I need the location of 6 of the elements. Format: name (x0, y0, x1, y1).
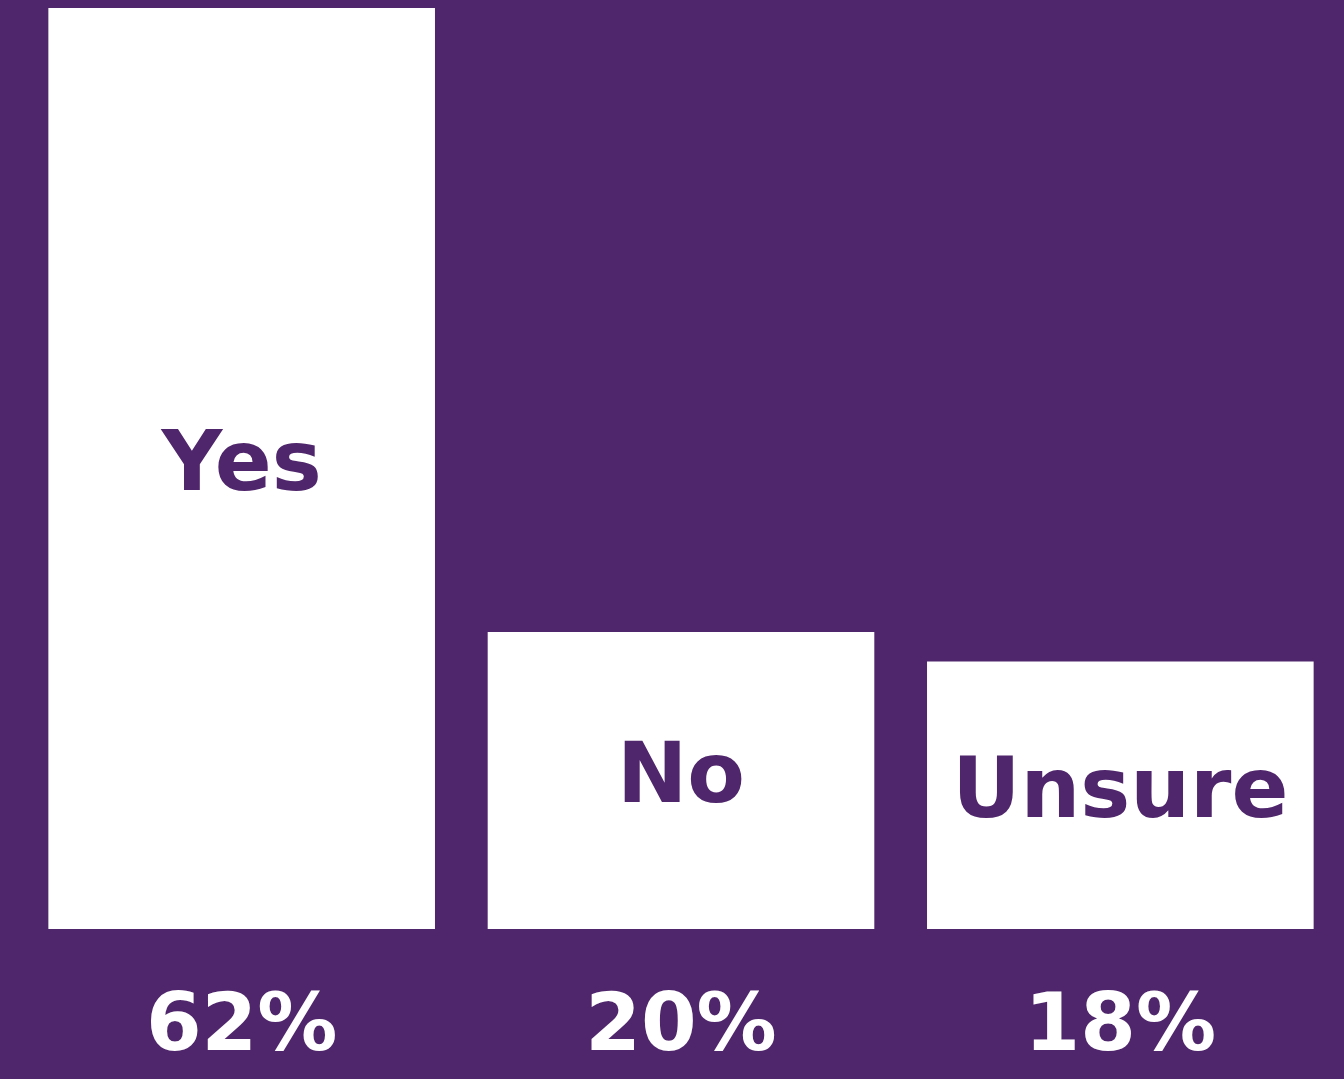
data-label: 18% (1024, 975, 1217, 1069)
data-label: 20% (585, 975, 777, 1069)
x-tick-label: Yes (160, 412, 322, 511)
x-tick-label: Unsure (952, 739, 1289, 838)
data-label: 62% (145, 975, 338, 1069)
x-tick-label: No (616, 724, 746, 823)
